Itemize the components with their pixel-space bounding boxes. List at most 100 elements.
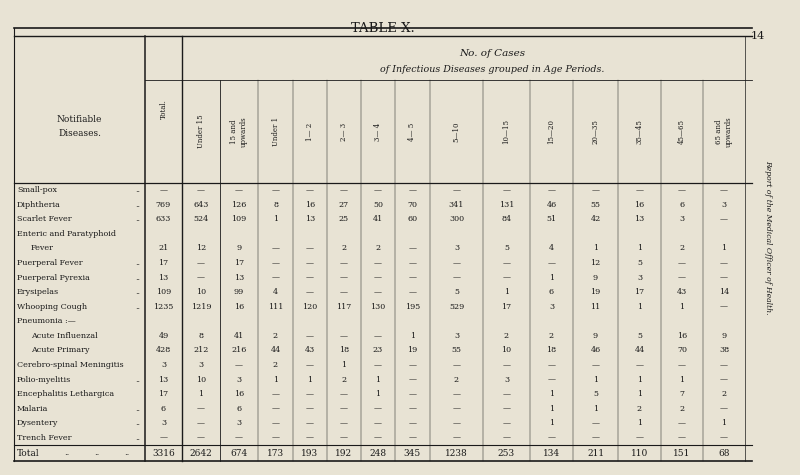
Text: —: — bbox=[374, 361, 382, 369]
Text: 68: 68 bbox=[718, 448, 730, 457]
Text: 38: 38 bbox=[719, 346, 729, 354]
Text: 120: 120 bbox=[302, 303, 318, 311]
Text: —: — bbox=[547, 376, 555, 383]
Text: —: — bbox=[197, 186, 205, 194]
Text: 16: 16 bbox=[634, 201, 645, 209]
Text: 524: 524 bbox=[194, 215, 209, 223]
Text: 84: 84 bbox=[502, 215, 511, 223]
Text: 17: 17 bbox=[634, 288, 645, 296]
Text: 42: 42 bbox=[590, 215, 601, 223]
Text: —: — bbox=[159, 186, 167, 194]
Text: —: — bbox=[235, 186, 243, 194]
Text: 5: 5 bbox=[593, 390, 598, 398]
Text: —: — bbox=[374, 332, 382, 340]
Text: 2: 2 bbox=[342, 376, 346, 383]
Text: 3: 3 bbox=[549, 303, 554, 311]
Text: 345: 345 bbox=[404, 448, 421, 457]
Text: 10: 10 bbox=[196, 376, 206, 383]
Text: Enteric and Paratyphoid: Enteric and Paratyphoid bbox=[17, 230, 116, 238]
Text: —: — bbox=[197, 274, 205, 282]
Text: —: — bbox=[271, 274, 279, 282]
Text: —: — bbox=[720, 186, 728, 194]
Text: Report of the Medical Officer of Health.: Report of the Medical Officer of Health. bbox=[764, 160, 772, 315]
Text: 20—35: 20—35 bbox=[591, 119, 599, 144]
Text: —: — bbox=[453, 419, 461, 427]
Text: 23: 23 bbox=[373, 346, 383, 354]
Text: 6: 6 bbox=[237, 405, 242, 413]
Text: —: — bbox=[678, 186, 686, 194]
Text: 643: 643 bbox=[194, 201, 209, 209]
Text: 14: 14 bbox=[751, 31, 765, 41]
Text: —: — bbox=[306, 361, 314, 369]
Text: 1: 1 bbox=[722, 245, 726, 253]
Text: 130: 130 bbox=[370, 303, 386, 311]
Text: —: — bbox=[591, 434, 599, 442]
Text: 5: 5 bbox=[637, 332, 642, 340]
Text: 10—15: 10—15 bbox=[502, 119, 510, 144]
Text: 1: 1 bbox=[679, 303, 685, 311]
Text: 1: 1 bbox=[342, 361, 346, 369]
Text: 3: 3 bbox=[198, 361, 203, 369]
Text: 17: 17 bbox=[502, 303, 511, 311]
Text: —: — bbox=[453, 434, 461, 442]
Text: ..: .. bbox=[135, 434, 140, 442]
Text: 674: 674 bbox=[230, 448, 248, 457]
Text: No. of Cases: No. of Cases bbox=[459, 49, 526, 58]
Text: 195: 195 bbox=[405, 303, 420, 311]
Text: 16: 16 bbox=[305, 201, 315, 209]
Text: 4: 4 bbox=[273, 288, 278, 296]
Text: 5—10: 5—10 bbox=[453, 121, 461, 142]
Text: —: — bbox=[502, 361, 510, 369]
Text: 4: 4 bbox=[549, 245, 554, 253]
Text: 6: 6 bbox=[161, 405, 166, 413]
Text: —: — bbox=[340, 274, 348, 282]
Text: 2: 2 bbox=[722, 390, 726, 398]
Text: 300: 300 bbox=[449, 215, 464, 223]
Text: 70: 70 bbox=[677, 346, 687, 354]
Text: 25: 25 bbox=[339, 215, 349, 223]
Text: 12: 12 bbox=[196, 245, 206, 253]
Text: —: — bbox=[306, 405, 314, 413]
Text: 10: 10 bbox=[196, 288, 206, 296]
Text: —: — bbox=[591, 419, 599, 427]
Text: 43: 43 bbox=[305, 346, 315, 354]
Text: —: — bbox=[374, 186, 382, 194]
Text: —: — bbox=[720, 303, 728, 311]
Text: 44: 44 bbox=[634, 346, 645, 354]
Text: 70: 70 bbox=[407, 201, 418, 209]
Text: 1: 1 bbox=[375, 376, 381, 383]
Text: 3: 3 bbox=[637, 274, 642, 282]
Text: 16: 16 bbox=[677, 332, 687, 340]
Text: ..: .. bbox=[135, 274, 140, 282]
Text: —: — bbox=[306, 419, 314, 427]
Text: —: — bbox=[271, 186, 279, 194]
Text: 16: 16 bbox=[234, 303, 244, 311]
Text: ..: .. bbox=[94, 449, 99, 457]
Text: —: — bbox=[591, 361, 599, 369]
Text: —: — bbox=[306, 288, 314, 296]
Text: 13: 13 bbox=[305, 215, 315, 223]
Text: of Infectious Diseases grouped in Age Periods.: of Infectious Diseases grouped in Age Pe… bbox=[380, 65, 605, 74]
Text: 51: 51 bbox=[546, 215, 557, 223]
Text: —: — bbox=[306, 186, 314, 194]
Text: —: — bbox=[271, 259, 279, 267]
Text: 1: 1 bbox=[722, 419, 726, 427]
Text: Polio-myelitis: Polio-myelitis bbox=[17, 376, 71, 383]
Text: —: — bbox=[409, 259, 417, 267]
Text: 17: 17 bbox=[158, 390, 169, 398]
Text: 60: 60 bbox=[407, 215, 418, 223]
Text: 3: 3 bbox=[161, 419, 166, 427]
Text: —: — bbox=[720, 376, 728, 383]
Text: —: — bbox=[340, 390, 348, 398]
Text: 1: 1 bbox=[637, 303, 642, 311]
Text: 13: 13 bbox=[634, 215, 645, 223]
Text: —: — bbox=[720, 215, 728, 223]
Text: 1: 1 bbox=[307, 376, 313, 383]
Text: ..: .. bbox=[64, 449, 70, 457]
Text: Diseases.: Diseases. bbox=[58, 129, 101, 137]
Text: 45—65: 45—65 bbox=[678, 119, 686, 144]
Text: —: — bbox=[547, 259, 555, 267]
Text: 21: 21 bbox=[158, 245, 169, 253]
Text: —: — bbox=[409, 245, 417, 253]
Text: 769: 769 bbox=[156, 201, 171, 209]
